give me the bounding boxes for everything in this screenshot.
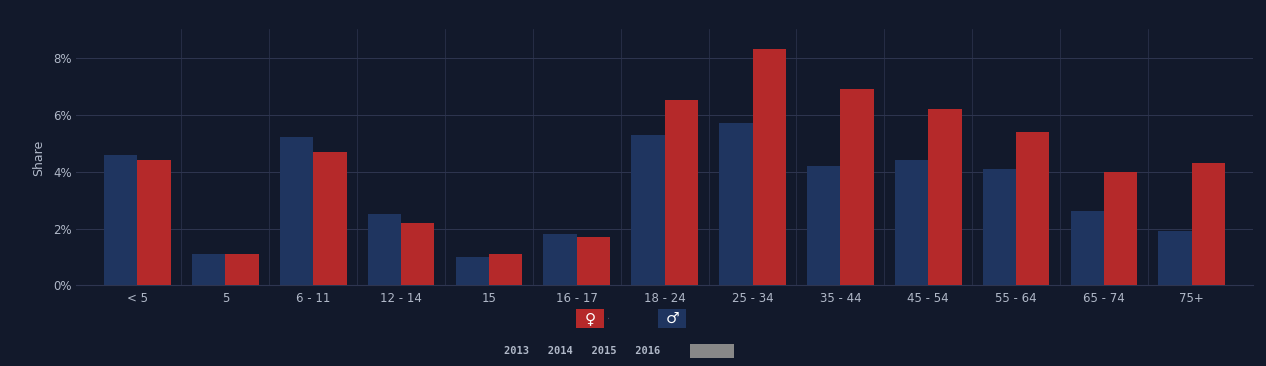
- Bar: [841, 89, 874, 285]
- Y-axis label: Share: Share: [32, 139, 44, 176]
- Text: ♂: ♂: [666, 311, 679, 326]
- Bar: [895, 160, 928, 285]
- Bar: [225, 254, 258, 285]
- Bar: [719, 123, 752, 285]
- Bar: [1104, 172, 1137, 285]
- Bar: [192, 254, 225, 285]
- Bar: [1017, 132, 1050, 285]
- Bar: [456, 257, 489, 285]
- Bar: [928, 109, 962, 285]
- Bar: [752, 49, 786, 285]
- Bar: [401, 223, 434, 285]
- Bar: [1191, 163, 1225, 285]
- Text: ♀: ♀: [585, 311, 595, 326]
- Bar: [367, 214, 401, 285]
- Bar: [280, 138, 313, 285]
- Bar: [982, 169, 1017, 285]
- Bar: [1071, 212, 1104, 285]
- Bar: [489, 254, 523, 285]
- Bar: [543, 234, 577, 285]
- Bar: [577, 237, 610, 285]
- Bar: [104, 154, 138, 285]
- Bar: [806, 166, 841, 285]
- Bar: [313, 152, 347, 285]
- Bar: [138, 160, 171, 285]
- Bar: [665, 100, 698, 285]
- Text: 2013   2014   2015   2016: 2013 2014 2015 2016: [504, 346, 661, 356]
- Bar: [1158, 231, 1191, 285]
- Bar: [632, 135, 665, 285]
